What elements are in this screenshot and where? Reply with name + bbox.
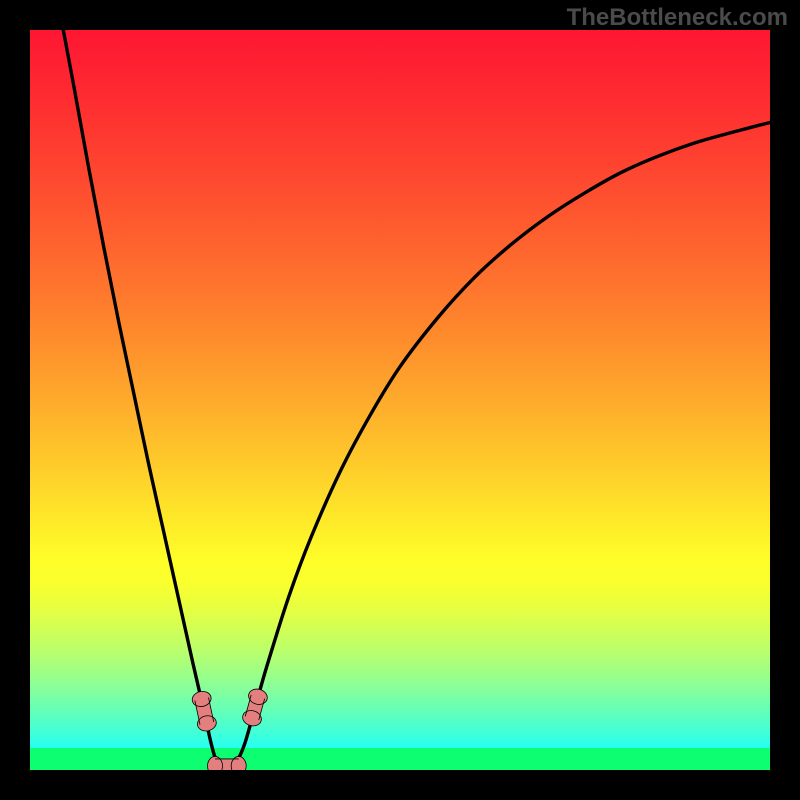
gradient-background	[30, 30, 770, 770]
watermark-text: TheBottleneck.com	[567, 4, 788, 32]
chart-frame: TheBottleneck.com	[0, 0, 800, 800]
plot-svg	[30, 30, 770, 770]
plot-area	[30, 30, 770, 770]
